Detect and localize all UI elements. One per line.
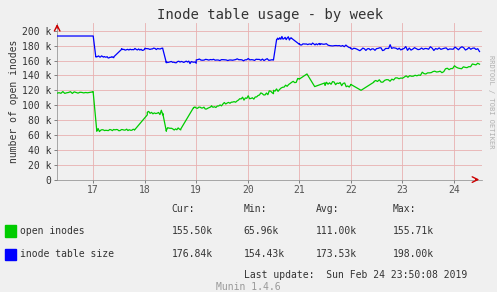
Text: 198.00k: 198.00k bbox=[393, 249, 434, 259]
Text: Munin 1.4.6: Munin 1.4.6 bbox=[216, 282, 281, 292]
Text: Min:: Min: bbox=[244, 204, 267, 214]
Y-axis label: number of open inodes: number of open inodes bbox=[9, 40, 19, 163]
Text: 155.50k: 155.50k bbox=[171, 226, 213, 236]
Text: RRDTOOL / TOBI OETIKER: RRDTOOL / TOBI OETIKER bbox=[488, 55, 494, 149]
Text: 154.43k: 154.43k bbox=[244, 249, 285, 259]
Title: Inode table usage - by week: Inode table usage - by week bbox=[157, 8, 383, 22]
Text: 111.00k: 111.00k bbox=[316, 226, 357, 236]
Text: 65.96k: 65.96k bbox=[244, 226, 279, 236]
Text: 176.84k: 176.84k bbox=[171, 249, 213, 259]
Text: open inodes: open inodes bbox=[20, 226, 84, 236]
Text: Avg:: Avg: bbox=[316, 204, 339, 214]
Text: 173.53k: 173.53k bbox=[316, 249, 357, 259]
Text: Max:: Max: bbox=[393, 204, 416, 214]
Text: Cur:: Cur: bbox=[171, 204, 195, 214]
Text: Last update:  Sun Feb 24 23:50:08 2019: Last update: Sun Feb 24 23:50:08 2019 bbox=[244, 270, 467, 280]
Text: inode table size: inode table size bbox=[20, 249, 114, 259]
Text: 155.71k: 155.71k bbox=[393, 226, 434, 236]
